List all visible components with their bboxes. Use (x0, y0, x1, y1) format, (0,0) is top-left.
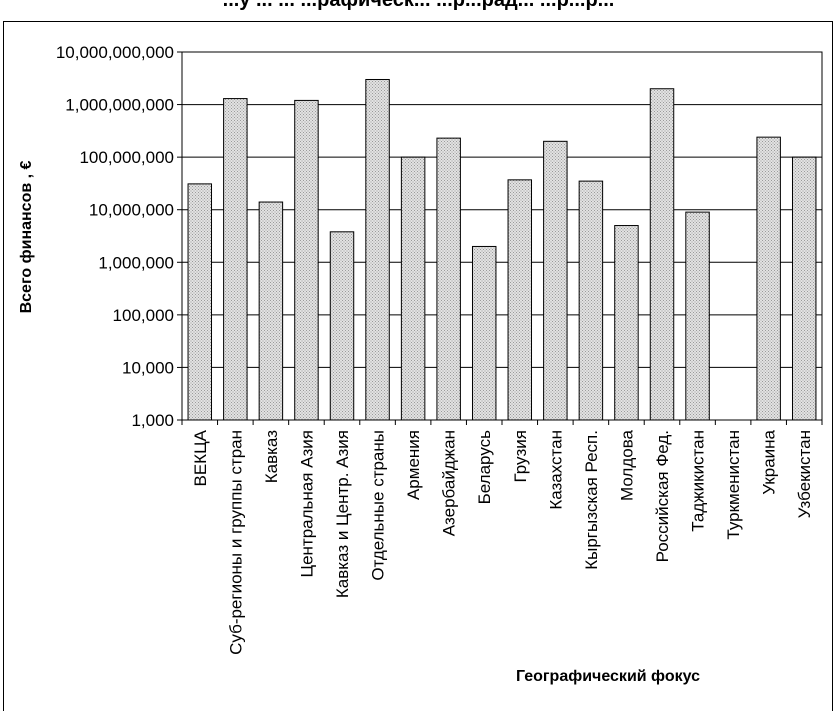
y-tick-label: 100,000 (113, 306, 174, 325)
x-tick-label: Российская Фед. (653, 430, 672, 562)
x-tick-label: Кыргызская Респ. (582, 430, 601, 570)
x-tick-label: Туркменистан (724, 430, 743, 540)
x-tick-label: Отдельные страны (369, 430, 388, 581)
bar (507, 179, 533, 421)
bar (649, 88, 675, 421)
bar (223, 98, 248, 421)
x-tick-label: Молдова (617, 429, 636, 501)
bar (329, 231, 355, 421)
x-tick-label: Азербайджан (440, 430, 459, 536)
x-tick-label: Грузия (511, 430, 530, 483)
bar (543, 140, 568, 421)
x-tick-label: Кавказ (262, 430, 281, 483)
y-tick-label: 100,000,000 (79, 148, 174, 167)
x-tick-label: Армения (404, 430, 423, 500)
x-tick-label: Беларусь (475, 430, 494, 504)
gridlines (181, 51, 823, 421)
chart-title: ...у ... ... ...рафическ... ...р...рад..… (222, 0, 615, 11)
y-tick-label: 10,000,000,000 (56, 43, 174, 62)
x-tick-label: Кавказ и Центр. Азия (333, 430, 352, 598)
bar (187, 183, 213, 421)
x-tick-label: Центральная Азия (297, 430, 316, 578)
y-tick-label: 10,000,000 (89, 201, 174, 220)
y-tick-label: 10,000 (122, 358, 174, 377)
y-tick-label: 1,000 (131, 411, 174, 430)
x-tick-label: Украина (760, 429, 779, 494)
x-tick-label: Суб-регионы и группы стран (226, 430, 245, 655)
bar (436, 137, 461, 421)
bar (365, 78, 390, 421)
y-tick-labels: 1,000 10,000 100,000 1,000,000 10,000,000 100… (56, 43, 174, 430)
y-axis-title: Всего финансов , € (18, 160, 35, 313)
bar (471, 245, 497, 421)
y-tick-label: 1,000,000,000 (65, 96, 174, 115)
x-tick-labels: ВЕКЦА Суб-регионы и группы стран Кавказ Цен… (191, 429, 814, 655)
bars (187, 78, 817, 421)
y-tick-label: 1,000,000 (98, 253, 174, 272)
axes (177, 51, 823, 425)
bar (294, 99, 319, 421)
bar (578, 180, 604, 421)
x-tick-label: Казахстан (546, 430, 565, 510)
x-tick-label: ВЕКЦА (191, 429, 210, 486)
chart-frame (3, 21, 833, 711)
bar (614, 225, 639, 421)
bar (685, 211, 710, 421)
bar (756, 136, 781, 421)
bar (258, 201, 284, 421)
bar (400, 156, 426, 421)
x-tick-label: Узбекистан (795, 430, 814, 518)
x-axis-title: Географический фокус (516, 668, 700, 685)
x-tick-label: Таджикистан (689, 430, 708, 532)
bar (791, 156, 817, 421)
